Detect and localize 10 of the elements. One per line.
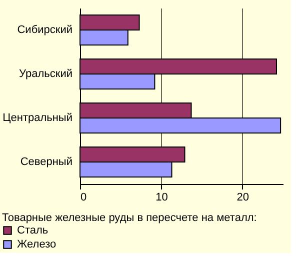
- y-tick-label: Северный: [20, 156, 72, 168]
- y-tick-label: Сибирский: [17, 24, 72, 36]
- legend-label: Сталь: [17, 224, 48, 236]
- legend-label: Железо: [17, 238, 56, 250]
- x-tick-label: 10: [156, 192, 168, 204]
- y-tick-label: Центральный: [2, 112, 72, 124]
- x-tick-label: 20: [236, 192, 250, 204]
- y-tick-label: Уральский: [19, 68, 72, 80]
- x-tick-label: 0: [80, 192, 87, 204]
- legend-title: Товарные железные руды в пересчете на металл:: [2, 212, 257, 224]
